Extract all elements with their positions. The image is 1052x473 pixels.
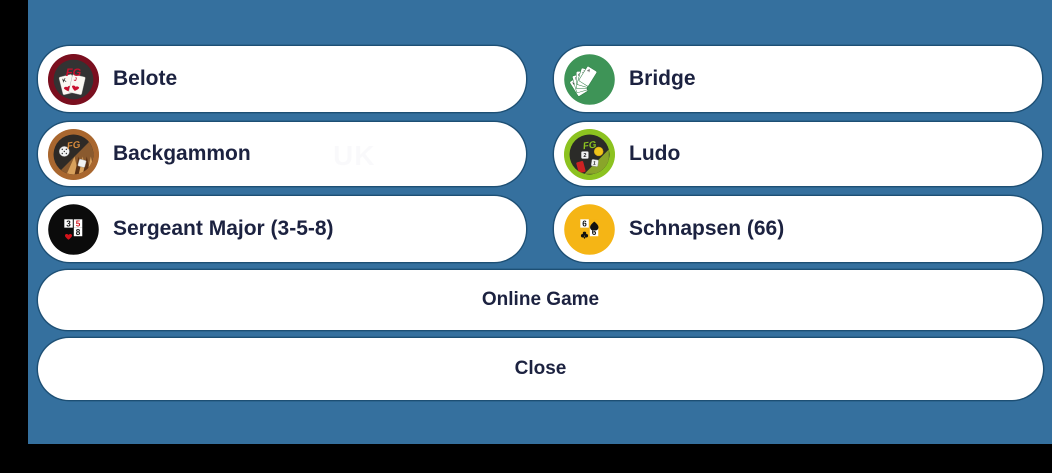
svg-text:8: 8 [76,228,81,237]
svg-text:FG: FG [66,66,82,78]
svg-text:FG: FG [582,139,597,152]
svg-text:2: 2 [583,153,586,159]
svg-text:6: 6 [582,219,587,228]
svg-text:FG: FG [66,139,81,152]
svg-text:3: 3 [66,219,71,228]
